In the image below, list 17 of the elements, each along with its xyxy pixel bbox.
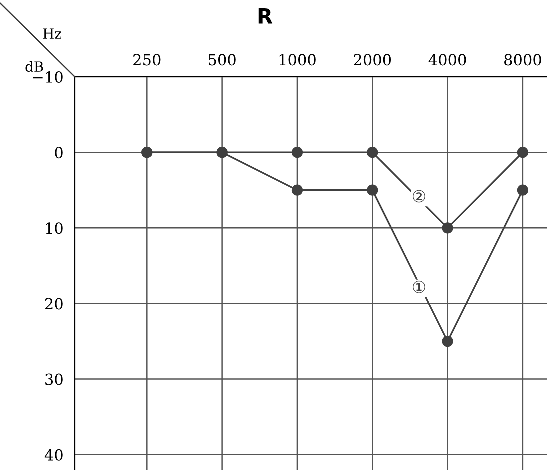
y-tick-label: 40 bbox=[44, 449, 63, 461]
x-tick-label: 2000 bbox=[354, 54, 392, 66]
y-tick-label: 0 bbox=[55, 147, 63, 159]
x-tick-label: 1000 bbox=[280, 54, 316, 66]
x-tick-label: 8000 bbox=[504, 54, 542, 66]
chart-title: R bbox=[258, 8, 273, 24]
series-label: ① bbox=[412, 280, 426, 294]
y-axis-title: dB bbox=[26, 61, 44, 72]
x-tick-label: 500 bbox=[209, 54, 236, 66]
x-axis-title: Hz bbox=[43, 28, 62, 39]
y-tick-label: 20 bbox=[45, 298, 63, 310]
x-tick-label: 4000 bbox=[428, 54, 466, 66]
y-tick-label: −10 bbox=[33, 71, 63, 84]
x-tick-label: 250 bbox=[134, 54, 161, 66]
y-tick-label: 30 bbox=[46, 374, 63, 386]
series-label: ② bbox=[412, 190, 426, 203]
y-tick-label: 10 bbox=[46, 222, 63, 234]
